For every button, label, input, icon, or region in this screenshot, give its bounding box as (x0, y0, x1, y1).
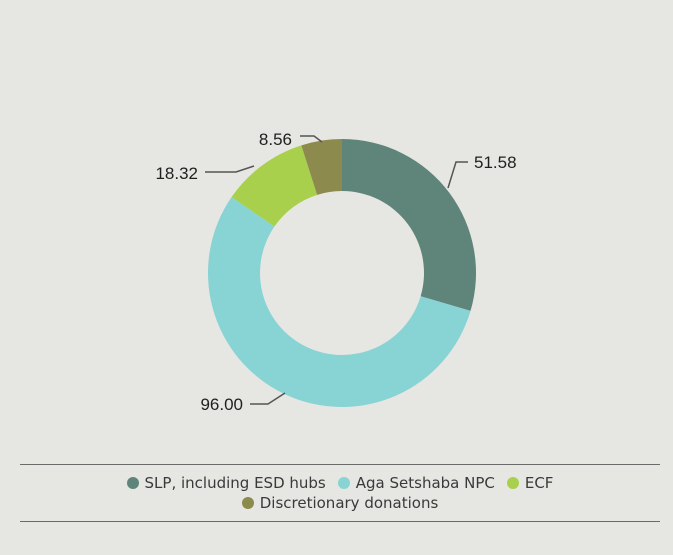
labels-group: 51.58 96.00 18.32 8.56 (155, 130, 516, 414)
legend-dot-icon (241, 497, 254, 509)
legend-label: Discretionary donations (259, 494, 439, 512)
legend-dot-icon (337, 477, 350, 489)
leader-line-discretionary-donations (300, 135, 323, 143)
leaders-group (205, 135, 468, 405)
slice-aga-setshaba-npc[interactable] (208, 197, 471, 407)
legend-dot-icon (126, 477, 139, 489)
chart-svg: 51.58 96.00 18.32 8.56 (155, 130, 516, 414)
legend-dot-icon (506, 477, 519, 489)
legend-item-aga-setshaba-npc[interactable]: Aga Setshaba NPC (337, 474, 495, 492)
slice-discretionary-donations[interactable] (301, 139, 342, 195)
leader-line-slp-including-esd-hubs (447, 161, 468, 189)
slices-group (208, 139, 476, 407)
data-label-aga-setshaba-npc: 96.00 (200, 395, 243, 414)
leader-line-aga-setshaba-npc (250, 392, 286, 405)
leader-line-ecf (205, 165, 255, 173)
slice-slp-including-esd-hubs[interactable] (342, 139, 476, 311)
data-label-ecf: 18.32 (155, 164, 198, 183)
legend-item-slp-including-esd-hubs[interactable]: SLP, including ESD hubs (126, 474, 326, 492)
legend-label: ECF (524, 474, 554, 492)
slice-ecf[interactable] (231, 145, 318, 227)
donut-chart: 51.58 96.00 18.32 8.56 (155, 130, 516, 414)
data-label-discretionary-donations: 8.56 (259, 130, 292, 149)
data-label-slp-including-esd-hubs: 51.58 (474, 153, 517, 172)
legend-item-ecf[interactable]: ECF (506, 474, 554, 492)
legend-item-discretionary-donations[interactable]: Discretionary donations (241, 494, 439, 512)
legend-label: SLP, including ESD hubs (144, 474, 326, 492)
legend: SLP, including ESD hubs Aga Setshaba NPC E… (20, 464, 660, 522)
legend-label: Aga Setshaba NPC (355, 474, 495, 492)
